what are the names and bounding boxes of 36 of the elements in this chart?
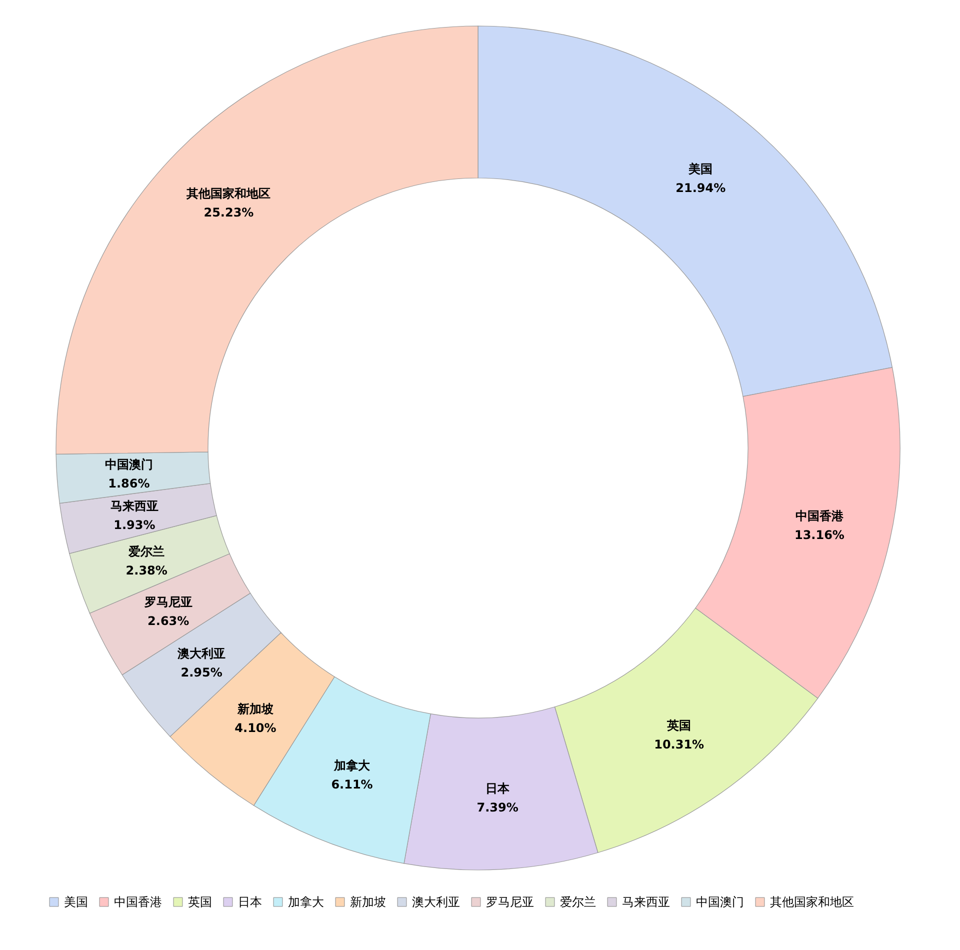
data-label: 1.93%	[114, 518, 156, 532]
slice-label: 英国	[666, 718, 692, 732]
slice-label: 马来西亚	[110, 498, 158, 513]
slice-label: 其他国家和地区	[186, 186, 271, 200]
data-label: 10.31%	[654, 737, 704, 752]
legend-label: 日本	[238, 895, 262, 909]
data-label: 21.94%	[676, 180, 726, 195]
slice-label: 加拿大	[333, 758, 372, 773]
data-label: 6.11%	[331, 778, 373, 792]
slice-label: 日本	[486, 781, 511, 796]
legend-label: 爱尔兰	[560, 895, 596, 909]
legend-label: 马来西亚	[622, 895, 670, 909]
legend-label: 英国	[188, 895, 212, 909]
slice-label: 中国澳门	[104, 458, 153, 472]
data-label: 2.95%	[180, 666, 222, 680]
data-label: 2.63%	[148, 614, 190, 628]
slice-label: 爱尔兰	[128, 544, 165, 559]
data-label: 1.86%	[108, 476, 150, 491]
slice-label: 澳大利亚	[176, 646, 226, 661]
data-label: 2.38%	[126, 564, 168, 578]
data-label: 25.23%	[204, 205, 254, 220]
slice-label: 罗马尼亚	[143, 595, 192, 610]
slice-label: 中国香港	[795, 508, 844, 523]
slice-label: 新加坡	[236, 702, 274, 716]
data-label: 7.39%	[476, 800, 518, 814]
legend-label: 中国澳门	[696, 895, 744, 909]
legend-label: 加拿大	[288, 895, 324, 909]
data-label: 13.16%	[794, 528, 844, 542]
legend-label: 澳大利亚	[412, 895, 460, 909]
legend-label: 罗马尼亚	[486, 895, 534, 909]
slice-label: 美国	[688, 162, 713, 176]
legend-label: 中国香港	[114, 895, 162, 909]
legend-label: 其他国家和地区	[770, 895, 854, 909]
legend-label: 美国	[64, 895, 88, 909]
data-label: 4.10%	[234, 721, 276, 736]
legend-label: 新加坡	[350, 895, 386, 909]
